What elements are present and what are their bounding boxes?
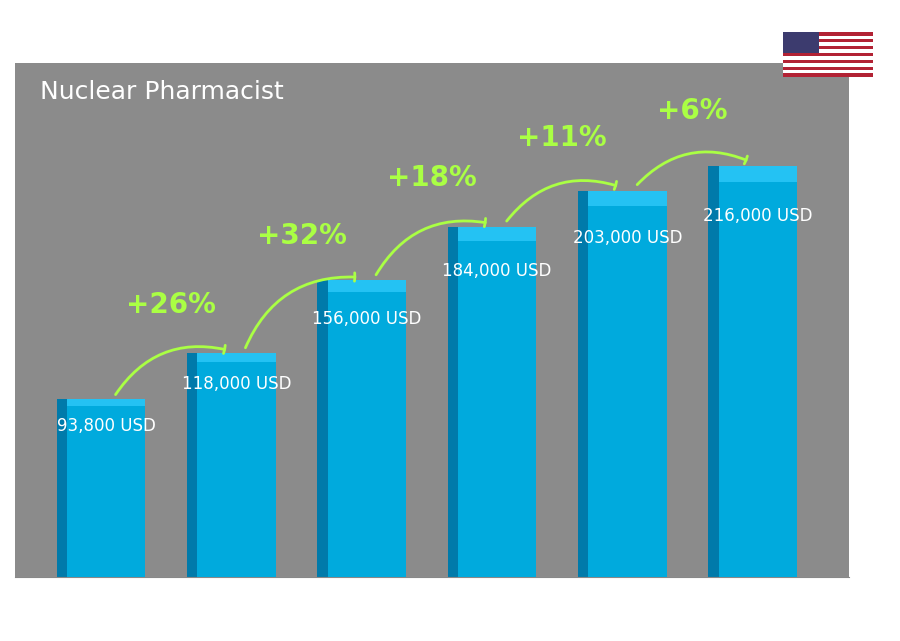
Bar: [783, 32, 819, 53]
Text: 216,000 USD: 216,000 USD: [703, 207, 813, 225]
Bar: [197, 353, 275, 578]
Text: 156,000 USD: 156,000 USD: [312, 310, 421, 328]
Bar: [783, 70, 873, 74]
Bar: [783, 39, 873, 42]
Bar: [197, 353, 275, 362]
Bar: [719, 166, 796, 182]
Text: Salary Comparison By Experience: Salary Comparison By Experience: [23, 15, 706, 49]
Bar: [719, 166, 796, 578]
Bar: [783, 42, 873, 46]
Text: 203,000 USD: 203,000 USD: [572, 229, 682, 247]
Bar: [783, 32, 873, 35]
Text: +32%: +32%: [256, 222, 346, 251]
Bar: [589, 190, 667, 578]
FancyBboxPatch shape: [187, 353, 197, 578]
Bar: [68, 399, 145, 578]
Bar: [783, 35, 873, 39]
Bar: [783, 56, 873, 60]
Bar: [589, 190, 667, 206]
Text: +18%: +18%: [387, 163, 477, 192]
Text: salaryexplorer.com: salaryexplorer.com: [368, 616, 532, 631]
Bar: [783, 60, 873, 63]
Text: +6%: +6%: [657, 97, 728, 124]
Bar: [783, 53, 873, 56]
Text: +11%: +11%: [518, 124, 608, 152]
Text: Average Yearly Salary: Average Yearly Salary: [866, 245, 880, 396]
Bar: [783, 63, 873, 67]
Text: 93,800 USD: 93,800 USD: [57, 417, 156, 435]
Bar: [68, 399, 145, 406]
Bar: [783, 67, 873, 70]
Bar: [458, 227, 536, 578]
Bar: [328, 280, 406, 578]
FancyBboxPatch shape: [447, 227, 458, 578]
Bar: [458, 227, 536, 241]
FancyBboxPatch shape: [318, 280, 328, 578]
FancyBboxPatch shape: [57, 399, 68, 578]
Bar: [783, 46, 873, 49]
Bar: [783, 49, 873, 53]
FancyBboxPatch shape: [578, 190, 589, 578]
Text: 118,000 USD: 118,000 USD: [182, 375, 292, 393]
Text: +26%: +26%: [126, 291, 216, 319]
Bar: [783, 74, 873, 77]
Bar: [328, 280, 406, 292]
Text: Nuclear Pharmacist: Nuclear Pharmacist: [40, 80, 284, 104]
FancyBboxPatch shape: [708, 166, 719, 578]
Text: 184,000 USD: 184,000 USD: [443, 262, 552, 280]
